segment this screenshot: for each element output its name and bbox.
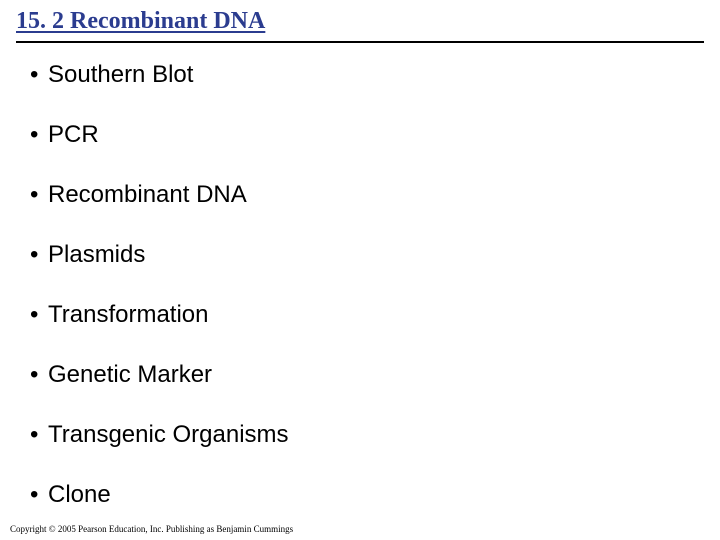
title-divider [16, 41, 704, 43]
bullet-icon: • [24, 121, 48, 149]
bullet-list: • Southern Blot • PCR • Recombinant DNA … [16, 61, 704, 509]
list-item: • Recombinant DNA [24, 181, 704, 209]
slide-container: 15. 2 Recombinant DNA • Southern Blot • … [0, 0, 720, 540]
bullet-text: Genetic Marker [48, 361, 704, 389]
slide-title: 15. 2 Recombinant DNA [16, 8, 704, 35]
bullet-icon: • [24, 301, 48, 329]
list-item: • Transgenic Organisms [24, 421, 704, 449]
bullet-text: Plasmids [48, 241, 704, 269]
bullet-icon: • [24, 421, 48, 449]
list-item: • PCR [24, 121, 704, 149]
list-item: • Genetic Marker [24, 361, 704, 389]
list-item: • Plasmids [24, 241, 704, 269]
bullet-icon: • [24, 361, 48, 389]
bullet-icon: • [24, 481, 48, 509]
list-item: • Clone [24, 481, 704, 509]
bullet-text: Clone [48, 481, 704, 509]
bullet-text: Recombinant DNA [48, 181, 704, 209]
list-item: • Southern Blot [24, 61, 704, 89]
list-item: • Transformation [24, 301, 704, 329]
bullet-text: Transformation [48, 301, 704, 329]
bullet-icon: • [24, 181, 48, 209]
bullet-text: Southern Blot [48, 61, 704, 89]
bullet-icon: • [24, 241, 48, 269]
bullet-text: PCR [48, 121, 704, 149]
bullet-text: Transgenic Organisms [48, 421, 704, 449]
copyright-footer: Copyright © 2005 Pearson Education, Inc.… [10, 524, 293, 534]
bullet-icon: • [24, 61, 48, 89]
